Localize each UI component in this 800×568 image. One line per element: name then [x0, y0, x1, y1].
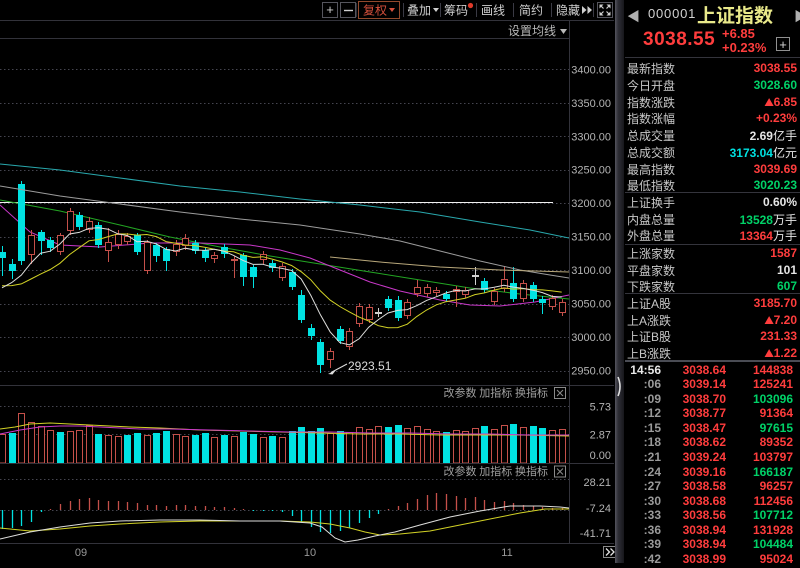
svg-text:2.87: 2.87 [590, 429, 611, 441]
svg-text:3000.00: 3000.00 [571, 332, 611, 344]
svg-text:3300.00: 3300.00 [571, 131, 611, 143]
svg-text:+: + [326, 2, 334, 17]
svg-text:3100.00: 3100.00 [571, 265, 611, 277]
svg-text:3400.00: 3400.00 [571, 64, 611, 76]
svg-text:5.73: 5.73 [590, 401, 611, 413]
svg-text:改参数 加指标 换指标: 改参数 加指标 换指标 [444, 463, 549, 479]
svg-text:简约: 简约 [519, 2, 543, 19]
svg-text:叠加: 叠加 [407, 2, 431, 19]
svg-text:-41.71: -41.71 [580, 528, 611, 540]
svg-text:3050.00: 3050.00 [571, 299, 611, 311]
svg-text:2923.51: 2923.51 [348, 359, 392, 373]
svg-text:10: 10 [304, 547, 316, 559]
svg-text:画线: 画线 [481, 2, 505, 19]
svg-text:28.21: 28.21 [583, 477, 611, 489]
svg-text:09: 09 [75, 547, 87, 559]
svg-text:0.00: 0.00 [590, 450, 611, 462]
svg-text:3150.00: 3150.00 [571, 232, 611, 244]
svg-text:设置均线: 设置均线 [508, 22, 556, 39]
svg-text:3250.00: 3250.00 [571, 165, 611, 177]
svg-text:3350.00: 3350.00 [571, 98, 611, 110]
svg-text:3200.00: 3200.00 [571, 198, 611, 210]
svg-text:-7.24: -7.24 [586, 503, 611, 515]
svg-text:2950.00: 2950.00 [571, 366, 611, 378]
svg-text:复权: 复权 [363, 2, 387, 19]
svg-text:隐藏: 隐藏 [556, 2, 580, 19]
svg-text:筹码: 筹码 [444, 2, 468, 19]
svg-text:11: 11 [501, 547, 512, 559]
svg-text:改参数 加指标 换指标: 改参数 加指标 换指标 [444, 385, 549, 401]
